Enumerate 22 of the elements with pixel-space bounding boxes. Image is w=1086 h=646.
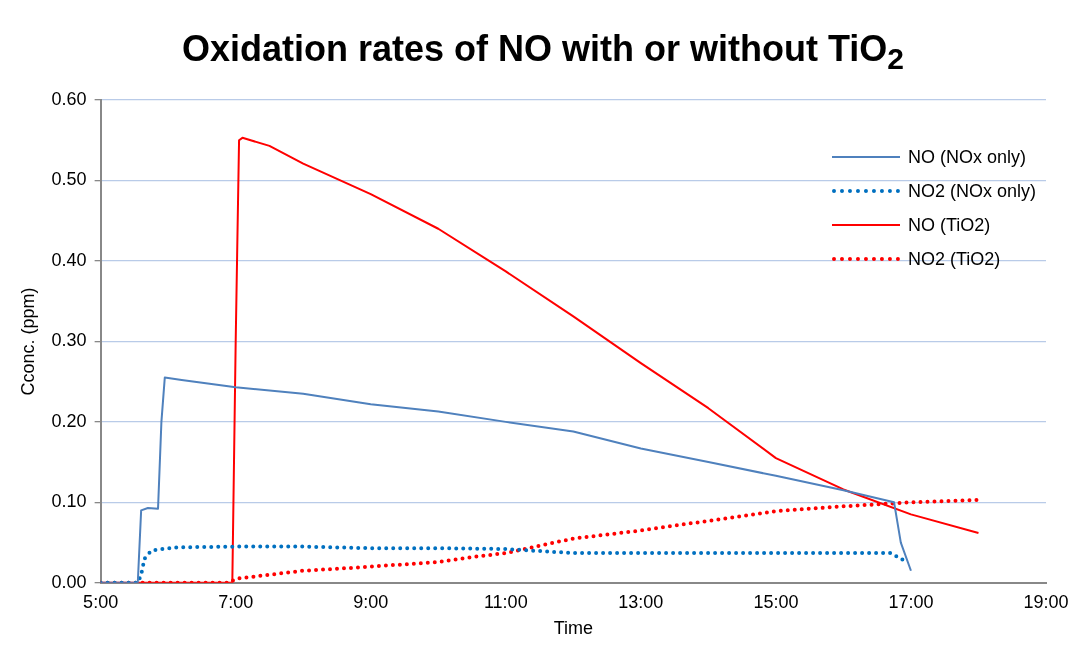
y-tick-label: 0.00 (51, 571, 87, 592)
y-tick-label: 0.20 (51, 410, 87, 431)
y-tick-label: 0.10 (51, 491, 87, 512)
chart-title: Oxidation rates of NO with or without TiO$_{2}$ (181, 28, 905, 77)
legend-label: NO2 (TiO2) (907, 248, 1001, 270)
x-tick-label: 11:00 (483, 591, 528, 612)
x-tick-label: 9:00 (353, 591, 389, 612)
y-axis-title: Cconc. (ppm) (17, 287, 38, 396)
legend-label: NO (TiO2) (907, 214, 991, 236)
x-tick-label: 5:00 (83, 591, 119, 612)
x-tick-label: 7:00 (218, 591, 254, 612)
legend-label: NO2 (NOx only) (907, 180, 1036, 202)
x-tick-label: 15:00 (753, 591, 799, 612)
y-tick-label: 0.30 (51, 330, 87, 351)
x-tick-label: 13:00 (618, 591, 664, 612)
y-tick-label: 0.60 (51, 88, 87, 109)
x-tick-label: 17:00 (888, 591, 934, 612)
y-tick-label: 0.40 (51, 249, 87, 270)
x-axis-title: Time (553, 618, 593, 639)
legend-label: NO (NOx only) (907, 146, 1026, 168)
y-tick-label: 0.50 (51, 169, 87, 190)
x-tick-label: 19:00 (1023, 591, 1069, 612)
